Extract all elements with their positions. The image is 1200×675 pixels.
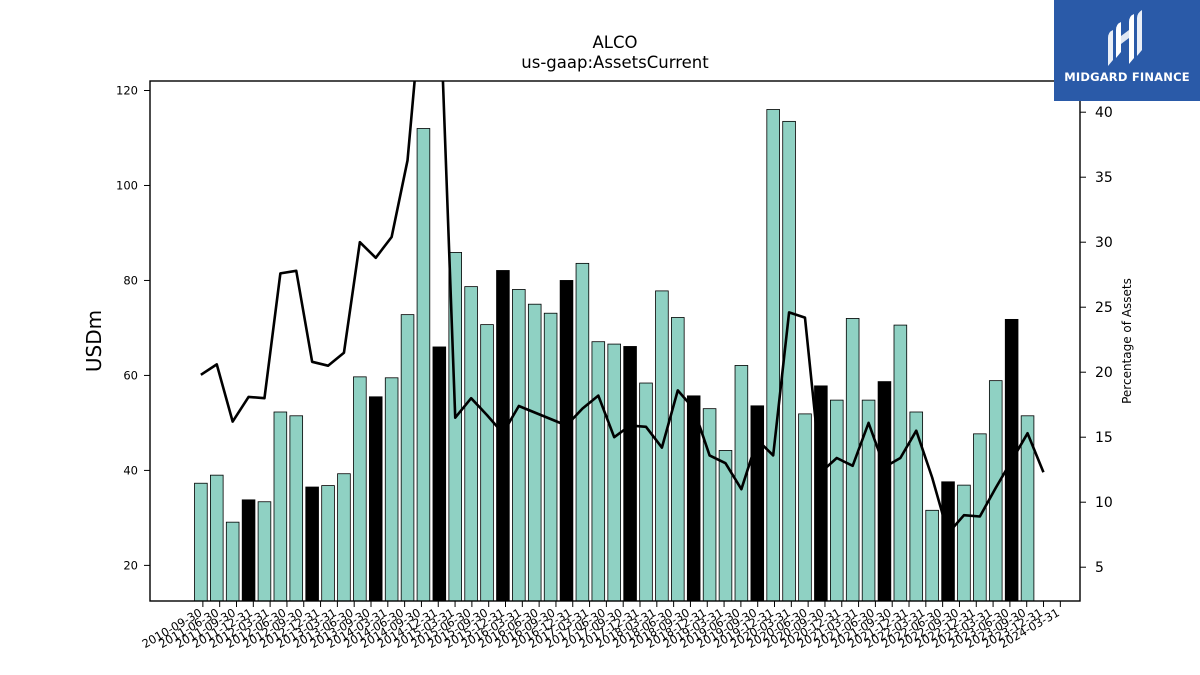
bar <box>210 474 224 601</box>
right-tick-label: 10 <box>1095 495 1113 511</box>
plot-frame <box>149 80 1081 602</box>
bar <box>416 128 431 601</box>
bar <box>464 286 478 601</box>
bar-series <box>194 109 1035 601</box>
bar <box>798 413 812 601</box>
bar <box>639 382 653 601</box>
bar <box>321 485 335 601</box>
logo: MIDGARD FINANCE <box>1054 0 1200 101</box>
bar <box>686 395 701 601</box>
bar <box>543 312 558 601</box>
bar <box>225 521 240 601</box>
bar <box>591 341 606 601</box>
bar <box>527 303 542 601</box>
bar <box>257 501 272 601</box>
bar <box>273 411 288 601</box>
logo-mark-icon <box>1108 10 1142 66</box>
chart-subtitle: us-gaap:AssetsCurrent <box>521 53 709 72</box>
bar <box>766 109 780 601</box>
bar <box>194 482 208 601</box>
bar <box>941 481 955 601</box>
bar <box>623 346 637 601</box>
bar <box>718 450 733 601</box>
bar <box>893 324 908 601</box>
bar <box>671 317 685 601</box>
left-tick-label: 80 <box>123 273 138 287</box>
bar <box>957 484 971 601</box>
left-tick-label: 20 <box>123 558 138 572</box>
bar <box>480 324 494 601</box>
right-tick-label: 20 <box>1095 365 1113 381</box>
bar <box>1020 415 1035 601</box>
bar <box>305 486 319 601</box>
bar <box>909 411 924 601</box>
bar <box>702 408 717 601</box>
bar <box>988 380 1003 601</box>
bar <box>432 346 447 601</box>
right-axis-ticks: 5 10 15 20 25 30 35 40 <box>1080 105 1113 576</box>
bar <box>241 499 256 601</box>
percentage-line <box>200 81 1045 535</box>
left-tick-label: 60 <box>123 368 138 382</box>
left-tick-label: 100 <box>116 178 138 192</box>
bar <box>845 318 860 601</box>
right-tick-label: 35 <box>1095 170 1113 186</box>
bar <box>368 396 383 601</box>
bar <box>337 473 351 601</box>
bar <box>861 399 876 601</box>
bar <box>925 509 939 601</box>
bar <box>496 270 510 601</box>
right-tick-label: 40 <box>1095 105 1113 121</box>
right-tick-label: 5 <box>1095 560 1104 576</box>
right-tick-label: 15 <box>1095 430 1113 446</box>
right-tick-label: 25 <box>1095 300 1113 316</box>
left-axis-ticks: 20 40 60 80 100 120 <box>116 83 150 572</box>
chart-title: ALCO <box>593 33 638 52</box>
logo-text: MIDGARD FINANCE <box>1064 70 1190 84</box>
bar <box>750 405 765 601</box>
bar <box>353 376 367 601</box>
bar <box>384 377 399 601</box>
bar <box>575 262 590 601</box>
right-tick-label: 30 <box>1095 235 1113 251</box>
left-tick-label: 40 <box>123 463 138 477</box>
bar <box>607 343 621 601</box>
bar <box>512 289 526 601</box>
bar <box>830 399 844 601</box>
left-tick-label: 120 <box>116 83 138 97</box>
bar <box>289 415 304 601</box>
bar <box>400 314 415 601</box>
y-axis-label: USDm <box>82 310 106 372</box>
bar <box>877 381 892 601</box>
bottom-axis-ticks: 2010-09-302011-06-302011-09-302011-12-31… <box>139 601 1062 651</box>
bar <box>559 280 574 601</box>
y2-axis-label: Percentage of Assets <box>1120 278 1134 404</box>
